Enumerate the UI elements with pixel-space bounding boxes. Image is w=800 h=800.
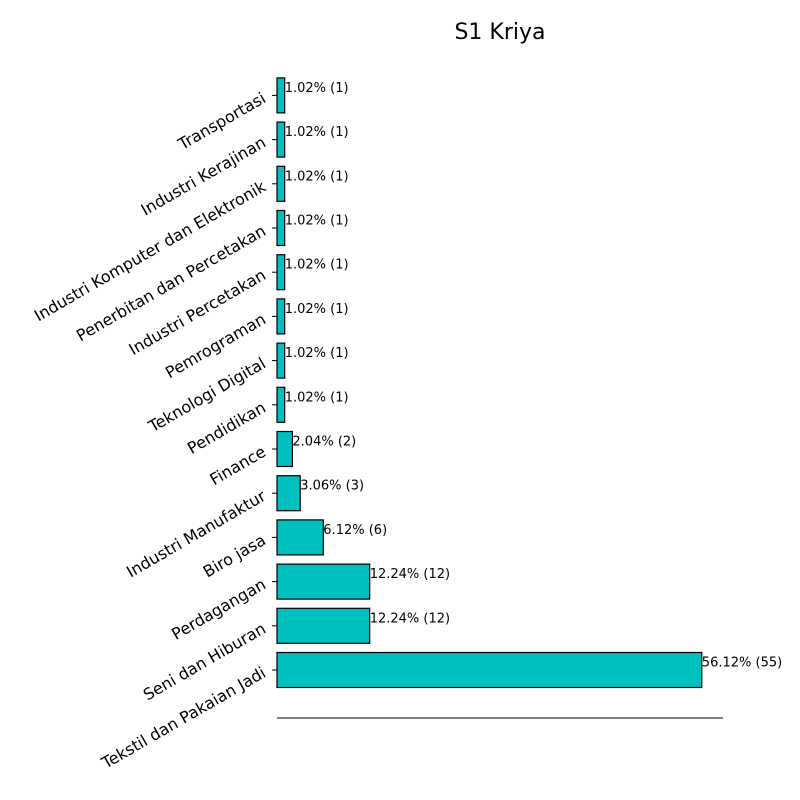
bar xyxy=(276,209,286,247)
bar-value-label: 2.04% (2) xyxy=(292,435,356,450)
bar xyxy=(276,519,324,556)
bar xyxy=(276,475,301,512)
value-labels-layer: 56.12% (55) 12.24% (12) 12.24% (12) 6.12% (… xyxy=(285,81,782,671)
bar-value-label: 1.02% (1) xyxy=(285,169,349,184)
bar xyxy=(276,165,286,202)
category-label: Biro jasa xyxy=(200,530,269,581)
category-label: Industri Manufaktur xyxy=(123,486,269,581)
bar-value-label: 1.02% (1) xyxy=(285,390,349,405)
chart-title: S1 Kriya xyxy=(454,20,545,45)
category-label: Seni dan Hiburan xyxy=(140,619,269,705)
bar-value-label: 6.12% (6) xyxy=(323,523,387,538)
bar-value-label: 1.02% (1) xyxy=(285,125,349,140)
bar-value-label: 1.02% (1) xyxy=(285,214,349,229)
bar-value-label: 1.02% (1) xyxy=(285,302,349,317)
bar-value-label: 56.12% (55) xyxy=(702,656,782,671)
bar xyxy=(276,298,286,335)
bar xyxy=(276,563,371,600)
category-label: Finance xyxy=(206,442,269,489)
bar-value-label: 1.02% (1) xyxy=(285,258,349,273)
bar xyxy=(276,254,286,291)
bar xyxy=(276,607,371,644)
bar-value-label: 1.02% (1) xyxy=(285,346,349,361)
bar xyxy=(276,651,703,689)
y-ticks-layer xyxy=(272,94,277,671)
bar xyxy=(276,121,286,158)
bar xyxy=(276,386,286,423)
bar xyxy=(276,430,293,468)
bar-value-label: 3.06% (3) xyxy=(300,479,364,494)
bar-value-label: 12.24% (12) xyxy=(370,611,450,626)
bar-value-label: 12.24% (12) xyxy=(370,567,450,582)
bar xyxy=(276,77,286,114)
bar xyxy=(276,342,286,379)
bar-value-label: 1.02% (1) xyxy=(285,81,349,96)
bars-layer xyxy=(276,77,703,689)
category-label: Industri Kerajinan xyxy=(138,133,269,220)
